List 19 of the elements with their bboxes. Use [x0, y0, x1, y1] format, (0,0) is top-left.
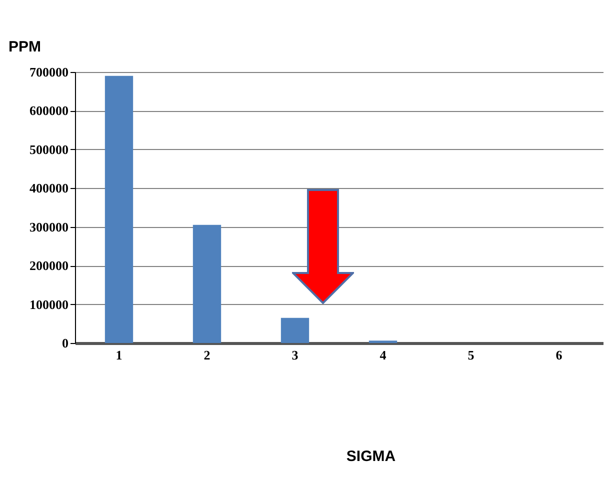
y-tick-label: 200000	[30, 258, 68, 274]
x-tick-label: 2	[204, 348, 210, 362]
x-tick-label: 1	[116, 348, 122, 362]
y-tick-label: 300000	[30, 219, 68, 234]
y-tick-label: 100000	[30, 296, 68, 312]
x-tick-label: 6	[556, 348, 563, 362]
x-tick-label: 4	[380, 348, 387, 362]
y-tick-label: 500000	[30, 142, 68, 157]
x-tick-label: 3	[292, 348, 299, 362]
bar	[280, 318, 310, 343]
text: SIGMA	[346, 448, 396, 465]
bar	[104, 76, 134, 343]
y-tick-label: 700000	[30, 64, 68, 80]
y-tick-label: 600000	[30, 103, 68, 118]
bar	[192, 224, 222, 343]
y-axis-title: PPM	[8, 38, 42, 56]
x-tick-label: 5	[468, 348, 475, 362]
y-tick-label: 0	[62, 336, 68, 350]
y-tick-label: 400000	[30, 180, 68, 196]
